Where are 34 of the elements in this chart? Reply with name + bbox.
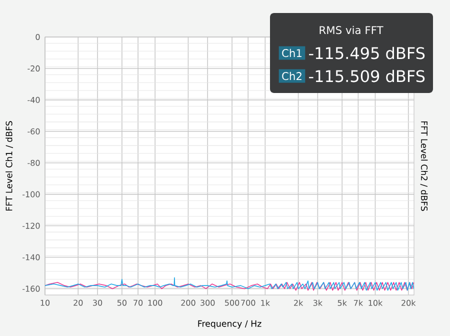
y-axis-title: FFT Level Ch1 / dBFS <box>6 121 13 211</box>
y-tick-label: -120 <box>22 222 40 229</box>
annotation: -115.495 dBFS <box>309 46 425 60</box>
y-tick-label: -160 <box>22 286 40 292</box>
x-tick-label: 2k <box>294 300 304 306</box>
x-tick-label: 7k <box>354 300 364 306</box>
x-tick-label: 10k <box>368 300 383 306</box>
annotation: -115.509 dBFS <box>309 70 425 82</box>
annotation: Ch2 <box>282 72 302 80</box>
x-tick-label: 700 <box>241 300 256 306</box>
x-tick-label: 50 <box>117 300 126 306</box>
y-tick-label: -100 <box>22 191 40 198</box>
y2-axis-title: FFT Level Ch2 / dBFS <box>420 121 428 211</box>
x-tick-label: 5k <box>338 300 347 306</box>
y-tick-label: -20 <box>28 65 40 72</box>
x-tick-label: 20 <box>74 300 83 306</box>
x-tick-label: 20k <box>402 300 416 306</box>
x-tick-label: 70 <box>134 300 143 306</box>
annotation: Ch1 <box>282 48 302 58</box>
x-tick-label: 100 <box>148 300 162 306</box>
x-tick-label: 300 <box>200 300 215 306</box>
y-tick-label: -140 <box>22 254 40 260</box>
x-tick-label: 1k <box>261 300 270 306</box>
x-tick-label: 200 <box>181 300 196 306</box>
y-tick-label: 0 <box>36 34 40 40</box>
x-tick-label: 3k <box>313 300 323 306</box>
x-axis-title: Frequency / Hz <box>198 320 262 329</box>
y-tick-label: -80 <box>28 160 40 166</box>
text: RMS via FFT <box>320 26 384 34</box>
y-tick-label: -60 <box>28 128 40 134</box>
x-tick-label: 10 <box>40 300 50 306</box>
x-tick-label: 30 <box>93 300 102 306</box>
y-tick-label: -40 <box>28 96 40 103</box>
x-tick-label: 500 <box>225 300 240 306</box>
